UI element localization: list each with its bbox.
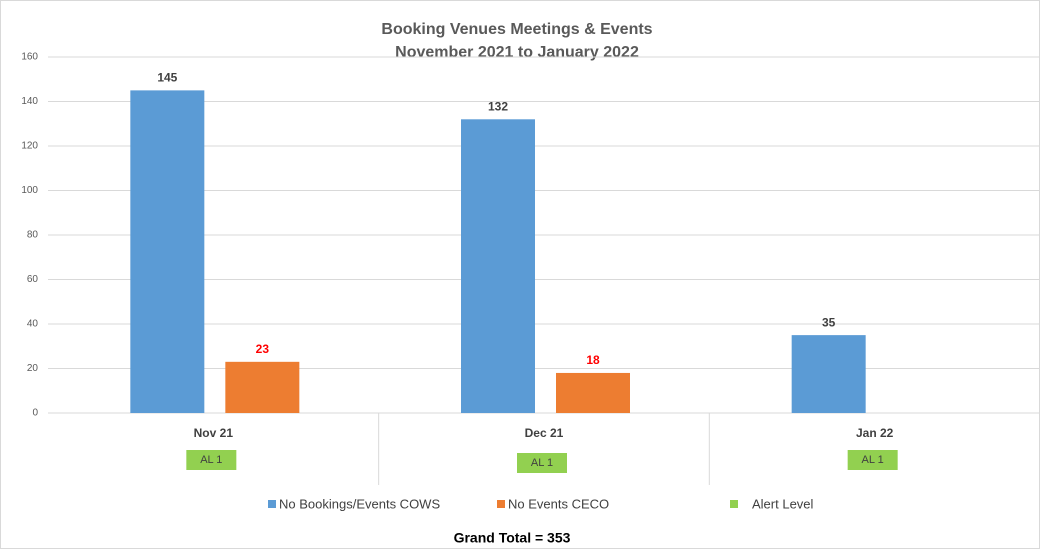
legend-label: Alert Level <box>752 496 814 511</box>
x-tick-label: Jan 22 <box>856 426 894 440</box>
bar <box>225 361 300 413</box>
alert-level-box <box>847 450 898 470</box>
bar <box>461 119 535 414</box>
alert-level-box <box>186 450 237 470</box>
data-label: 132 <box>488 99 508 113</box>
data-label: 18 <box>586 353 600 367</box>
chart-title: Booking Venues Meetings & Events <box>381 21 652 38</box>
y-tick-label: 60 <box>27 274 39 285</box>
y-tick-label: 140 <box>21 96 38 107</box>
grand-total: Grand Total = 353 <box>454 530 571 546</box>
chart-subtitle: November 2021 to January 2022 <box>395 44 639 61</box>
bar <box>791 335 866 413</box>
alert-level-label: AL 1 <box>531 457 553 469</box>
legend-swatch <box>730 500 738 508</box>
y-tick-label: 120 <box>21 141 38 152</box>
alert-level-label: AL 1 <box>862 454 884 466</box>
bar <box>130 90 205 413</box>
y-tick-label: 40 <box>27 319 39 330</box>
y-tick-label: 160 <box>21 52 38 63</box>
alert-level-label: AL 1 <box>200 454 222 466</box>
bar <box>556 372 630 413</box>
legend-swatch <box>497 500 505 508</box>
data-label: 145 <box>157 71 177 85</box>
y-tick-label: 20 <box>27 363 39 374</box>
x-tick-label: Nov 21 <box>194 426 234 440</box>
x-tick-label: Dec 21 <box>525 426 564 440</box>
y-tick-label: 100 <box>21 185 38 196</box>
y-tick-label: 80 <box>27 230 39 241</box>
legend-label: No Events CECO <box>508 496 609 511</box>
y-tick-label: 0 <box>32 408 38 419</box>
alert-level-box <box>517 453 567 473</box>
data-label: 23 <box>256 342 270 356</box>
data-label: 35 <box>822 315 836 329</box>
legend-label: No Bookings/Events COWS <box>279 496 440 511</box>
legend-swatch <box>268 500 276 508</box>
